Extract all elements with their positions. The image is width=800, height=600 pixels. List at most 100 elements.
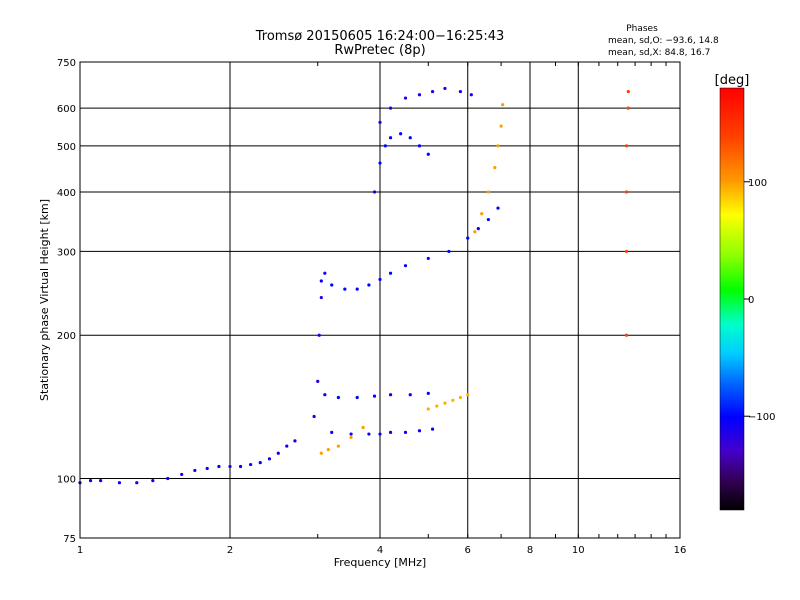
- data-point-trace-0: [217, 464, 221, 469]
- data-point-trace-7: [403, 96, 408, 100]
- data-point-trace-8: [480, 212, 484, 216]
- data-point-trace-0: [258, 461, 262, 465]
- x-tick-label: 1: [77, 545, 83, 556]
- data-point-trace-10: [624, 190, 629, 194]
- colorbar-ticks: 100 0 −100: [744, 178, 775, 423]
- data-point-trace-2: [496, 206, 500, 210]
- data-point-trace-5: [349, 435, 353, 440]
- data-point-trace-9: [451, 398, 455, 402]
- data-point-trace-6: [399, 132, 403, 136]
- data-point-trace-9: [426, 407, 430, 411]
- data-point-trace-2: [466, 236, 470, 240]
- data-point-trace-8: [496, 144, 500, 148]
- data-point-trace-8: [493, 166, 497, 170]
- data-point-trace-0: [285, 444, 289, 448]
- data-point-trace-0: [228, 464, 232, 469]
- y-tick-label: 500: [57, 142, 76, 153]
- data-point-trace-5: [361, 425, 365, 430]
- x-tick-label: 2: [227, 545, 233, 556]
- data-point-trace-2: [367, 283, 371, 287]
- data-point-trace-10: [624, 333, 629, 337]
- data-point-trace-6: [388, 136, 393, 140]
- data-point-trace-5: [326, 448, 330, 452]
- data-point-trace-0: [88, 479, 93, 483]
- data-point-trace-10: [624, 249, 629, 254]
- data-point-trace-0: [135, 481, 139, 485]
- y-tick-label: 600: [57, 104, 76, 115]
- data-point-trace-3: [349, 432, 353, 436]
- data-point-trace-9: [443, 401, 447, 405]
- axes: 1 2 4 6 8 10 16 75 100 200 300 400 500 600 750: [57, 58, 686, 556]
- x-tick-label: 8: [527, 545, 533, 556]
- data-point-trace-3: [367, 432, 371, 436]
- colorbar: [719, 87, 745, 511]
- x-axis-label: Frequency [MHz]: [334, 556, 426, 569]
- data-point-trace-0: [117, 481, 122, 485]
- data-points: [78, 86, 630, 485]
- colorbar-tick-label: −100: [748, 412, 775, 423]
- y-axis-label: Stationary phase Virtual Height [km]: [38, 199, 51, 401]
- data-point-trace-9: [435, 404, 439, 408]
- x-tick-label: 10: [572, 545, 585, 556]
- data-point-trace-7: [443, 86, 447, 91]
- data-point-trace-0: [151, 479, 155, 483]
- y-tick-label: 400: [57, 188, 76, 199]
- data-point-trace-7: [469, 93, 473, 97]
- data-point-trace-7: [458, 89, 463, 94]
- data-point-trace-1: [323, 271, 327, 275]
- data-point-trace-2: [343, 287, 347, 291]
- data-point-trace-2: [378, 277, 382, 282]
- data-point-trace-3: [417, 429, 422, 433]
- data-point-trace-5: [319, 451, 323, 455]
- y-tick-label: 300: [57, 247, 76, 258]
- data-point-trace-1: [319, 295, 323, 300]
- data-point-trace-3: [388, 430, 393, 434]
- y-tick-label: 200: [57, 331, 76, 342]
- data-point-trace-2: [319, 279, 323, 283]
- grid: [80, 62, 680, 538]
- data-point-trace-2: [355, 287, 359, 291]
- data-point-trace-1: [317, 333, 321, 337]
- data-point-trace-3: [403, 430, 408, 434]
- data-point-trace-0: [166, 476, 170, 481]
- data-point-trace-1: [316, 379, 320, 383]
- data-point-trace-4: [323, 393, 327, 397]
- data-point-trace-6: [378, 161, 382, 165]
- y-tick-label: 75: [63, 534, 76, 545]
- phase-stats-title: Phases: [626, 24, 658, 34]
- data-point-trace-2: [388, 271, 393, 275]
- data-point-trace-0: [267, 457, 272, 461]
- data-point-trace-0: [249, 462, 253, 467]
- x-tick-label: 4: [377, 545, 383, 556]
- x-tick-label: 6: [465, 545, 471, 556]
- data-point-trace-8: [473, 230, 477, 234]
- data-point-trace-3: [330, 430, 334, 434]
- data-point-trace-0: [276, 451, 280, 455]
- data-point-trace-2: [476, 227, 480, 231]
- data-point-trace-2: [330, 283, 334, 287]
- data-point-trace-9: [458, 395, 463, 400]
- data-point-trace-7: [417, 93, 422, 97]
- data-point-trace-4: [372, 394, 377, 398]
- y-tick-label: 750: [57, 58, 76, 69]
- data-point-trace-6: [383, 144, 387, 148]
- y-tick-label: 100: [57, 475, 76, 486]
- data-point-trace-8: [499, 124, 503, 128]
- data-point-trace-0: [99, 479, 103, 483]
- data-point-trace-10: [626, 89, 630, 94]
- colorbar-tick-label: 0: [748, 295, 754, 306]
- chart-title: Tromsø 20150605 16:24:00−16:25:43: [255, 29, 505, 44]
- colorbar-tick-label: 100: [748, 178, 767, 189]
- data-point-trace-0: [180, 472, 184, 477]
- data-point-trace-2: [426, 256, 430, 261]
- data-point-trace-3: [430, 427, 435, 431]
- data-point-trace-1: [312, 414, 316, 419]
- colorbar-label: [deg]: [715, 73, 750, 88]
- data-point-trace-7: [388, 106, 393, 110]
- data-point-trace-7: [378, 120, 382, 124]
- data-point-trace-4: [336, 395, 340, 400]
- data-point-trace-0: [193, 468, 197, 473]
- chart-subtitle: RwPretec (8p): [334, 43, 425, 58]
- data-point-trace-6: [372, 190, 377, 194]
